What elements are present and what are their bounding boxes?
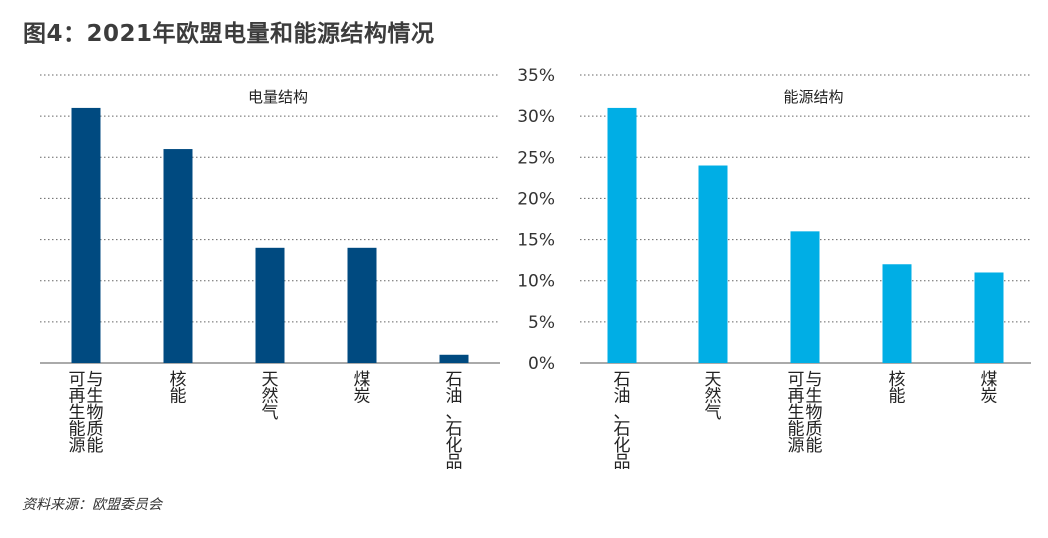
bar — [698, 165, 728, 363]
category-label-char: 物 — [87, 403, 104, 423]
category-label-char: 气 — [705, 403, 722, 423]
y-tick-label: 15% — [517, 231, 555, 251]
category-label-char: 天 — [705, 370, 722, 390]
y-tick-label: 30% — [517, 107, 555, 127]
category-label-char: 化 — [614, 436, 631, 456]
category-label-char: 石 — [614, 370, 631, 390]
category-label-char: 然 — [705, 387, 722, 407]
category-label-char: 能 — [806, 436, 823, 456]
category-label-char: 煤 — [354, 370, 371, 390]
category-label-char: 核 — [170, 370, 187, 390]
category-label-char: 生 — [69, 403, 86, 423]
category-label-char: 生 — [788, 403, 805, 423]
y-tick-label: 5% — [528, 313, 555, 333]
category-label-char: 能 — [69, 420, 86, 440]
bar — [974, 272, 1004, 363]
category-label-char: 物 — [806, 403, 823, 423]
panel-title: 电量结构 — [248, 88, 308, 106]
category-label-char: 源 — [788, 436, 805, 456]
category-label-char: 煤 — [981, 370, 998, 390]
category-label-char: 能 — [87, 436, 104, 456]
y-tick-label: 10% — [517, 272, 555, 292]
bar — [882, 264, 912, 363]
category-label-char: 能 — [788, 420, 805, 440]
source-note: 资料来源：欧盟委员会 — [22, 497, 162, 513]
y-tick-label: 20% — [517, 189, 555, 209]
y-tick-label: 25% — [517, 148, 555, 168]
page-title: 图4：2021年欧盟电量和能源结构情况 — [23, 21, 435, 47]
bar — [607, 107, 637, 364]
bar — [790, 231, 820, 363]
category-label-char: 质 — [806, 420, 823, 440]
category-label-char: 、 — [614, 403, 631, 423]
category-label-char: 质 — [87, 420, 104, 440]
category-label-char: 与 — [806, 370, 823, 390]
category-label-char: 炭 — [354, 387, 371, 407]
bar — [347, 247, 377, 363]
category-label-char: 油 — [446, 387, 463, 407]
category-label-char: 天 — [262, 370, 279, 390]
category-label-char: 生 — [87, 387, 104, 407]
category-label-char: 再 — [788, 387, 805, 407]
category-label-char: 核 — [889, 370, 906, 390]
category-label-char: 与 — [87, 370, 104, 390]
category-label-char: 、 — [446, 403, 463, 423]
category-label-char: 石 — [446, 370, 463, 390]
category-label-char: 可 — [788, 370, 805, 390]
category-label-char: 然 — [262, 387, 279, 407]
category-label-char: 石 — [446, 420, 463, 440]
bar — [163, 149, 193, 363]
category-label-char: 品 — [614, 453, 631, 473]
bar — [255, 247, 285, 363]
category-label-char: 能 — [889, 387, 906, 407]
category-label-char: 油 — [614, 387, 631, 407]
category-label-char: 可 — [69, 370, 86, 390]
category-label-char: 化 — [446, 436, 463, 456]
category-label-char: 再 — [69, 387, 86, 407]
category-label-char: 炭 — [981, 387, 998, 407]
category-label-char: 生 — [806, 387, 823, 407]
y-tick-label: 35% — [517, 66, 555, 86]
bar — [439, 354, 469, 363]
category-label-char: 石 — [614, 420, 631, 440]
category-label-char: 品 — [446, 453, 463, 473]
y-tick-label: 0% — [528, 354, 555, 374]
panel-title: 能源结构 — [783, 88, 843, 106]
category-label-char: 气 — [262, 403, 279, 423]
bar — [71, 107, 101, 364]
category-label-char: 源 — [69, 436, 86, 456]
category-label-char: 能 — [170, 387, 187, 407]
